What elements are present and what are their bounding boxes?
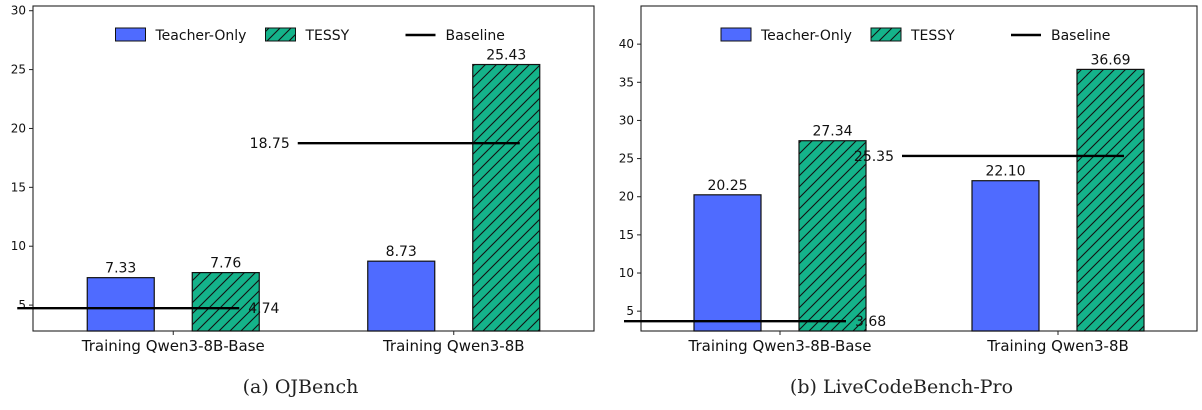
bar-tessy — [191, 271, 260, 332]
panel-ojbench: 5 10 15 20 25 30 Training Qwen3-8B-Base 7.33 7.7… — [11, 4, 595, 398]
y-tick-label: 20 — [11, 121, 26, 135]
data-label: 20.25 — [707, 178, 747, 194]
x-tick-label: Training Qwen3-8B-Base — [688, 337, 872, 355]
x-tick-label: Training Qwen3-8B — [382, 337, 525, 355]
baseline-label: 4.74 — [248, 301, 279, 317]
x-tick-label: Training Qwen3-8B — [986, 337, 1129, 355]
bar-teacher-only — [367, 260, 436, 332]
data-label: 27.34 — [812, 124, 852, 140]
legend-swatch — [870, 27, 902, 42]
baseline-label: 18.75 — [250, 136, 290, 152]
y-tick-label: 5 — [18, 298, 26, 312]
data-label: 7.76 — [210, 256, 241, 272]
baseline-label: 3.68 — [855, 314, 886, 330]
axes-frame — [32, 5, 595, 332]
bar-teacher-only — [693, 194, 762, 332]
y-tick-label: 30 — [11, 4, 26, 18]
legend-label: TESSY — [910, 28, 955, 44]
bar-tessy — [1076, 68, 1145, 332]
y-tick-label: 15 — [11, 180, 26, 194]
y-tick-label: 5 — [626, 304, 634, 318]
bar-teacher-only — [86, 277, 155, 332]
bar-teacher-only — [971, 180, 1040, 332]
legend: Teacher-Only TESSY Baseline — [115, 27, 505, 44]
legend-label: Teacher-Only — [155, 28, 247, 44]
legend-swatch — [265, 27, 296, 42]
y-tick-label: 25 — [11, 63, 26, 77]
y-tick-label: 10 — [619, 266, 634, 280]
data-label: 22.10 — [985, 164, 1025, 180]
data-label: 7.33 — [105, 261, 136, 277]
legend: Teacher-Only TESSY Baseline — [720, 27, 1110, 44]
chart-ojbench: 5 10 15 20 25 30 Training Qwen3-8B-Base 7.33 7.7… — [11, 4, 595, 355]
panel-livecodebench-pro: 5 10 15 20 25 30 35 40 Training Qwen3-8B-Base 20.… — [601, 0, 1202, 410]
y-tick-label: 35 — [619, 75, 634, 89]
y-tick-label: 15 — [619, 228, 634, 242]
y-tick-label: 25 — [619, 152, 634, 166]
data-label: 25.43 — [486, 48, 526, 64]
bar-tessy — [798, 140, 867, 332]
legend-label: Baseline — [446, 28, 505, 44]
baseline-label: 25.35 — [854, 149, 894, 165]
legend-swatch — [115, 27, 146, 42]
legend-label: TESSY — [305, 28, 350, 44]
data-label: 8.73 — [386, 244, 417, 260]
legend-label: Teacher-Only — [760, 28, 852, 44]
plot-area: 5 10 15 20 25 30 Training Qwen3-8B-Base 7.33 7.7… — [11, 4, 595, 355]
y-tick-label: 20 — [619, 190, 634, 204]
legend-swatch — [720, 27, 752, 42]
bar-tessy — [472, 63, 541, 332]
chart-livecodebench-pro: 5 10 15 20 25 30 35 40 Training Qwen3-8B-Base 20.… — [619, 5, 1198, 355]
legend-label: Baseline — [1051, 28, 1110, 44]
data-label: 36.69 — [1090, 52, 1130, 68]
y-tick-label: 40 — [619, 37, 634, 51]
caption-livecodebench-pro: (b) LiveCodeBench-Pro — [789, 376, 1014, 398]
y-tick-label: 30 — [619, 113, 634, 127]
plot-area: 5 10 15 20 25 30 35 40 Training Qwen3-8B-Base 20.… — [619, 5, 1198, 355]
x-tick-label: Training Qwen3-8B-Base — [81, 337, 265, 355]
caption-ojbench: (a) OJBench — [242, 376, 359, 398]
y-tick-label: 10 — [11, 239, 26, 253]
axes-frame — [640, 5, 1198, 332]
